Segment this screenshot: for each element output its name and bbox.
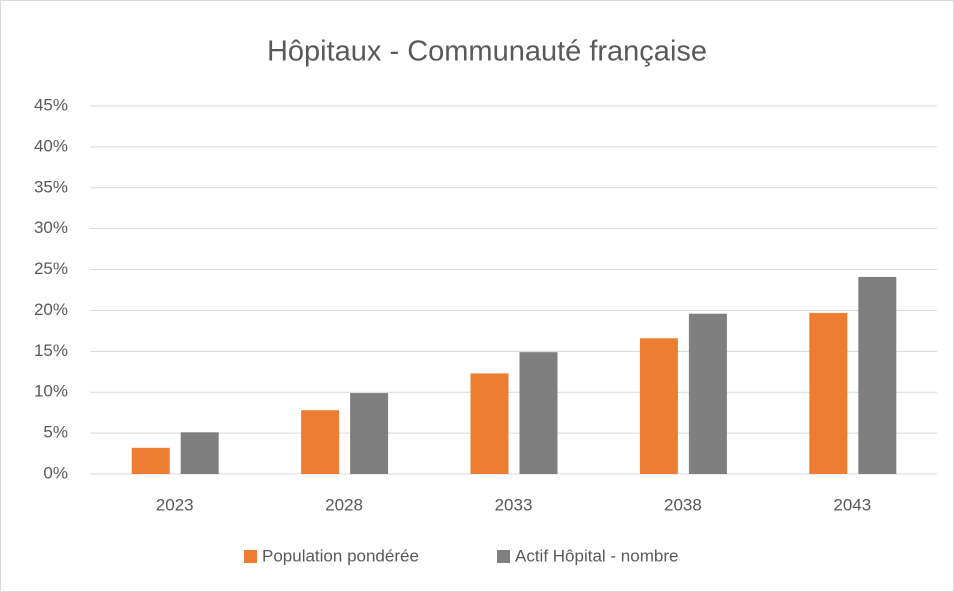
y-tick-label: 5%: [43, 423, 68, 442]
legend-label: Population pondérée: [262, 546, 419, 565]
bar: [858, 276, 897, 474]
legend-swatch: [244, 550, 257, 563]
legend-swatch: [497, 550, 510, 563]
chart-title: Hôpitaux - Communauté française: [267, 36, 707, 68]
bar: [470, 373, 509, 474]
bar: [809, 312, 848, 474]
x-tick-label: 2028: [325, 495, 363, 514]
y-tick-label: 20%: [34, 300, 68, 319]
y-tick-label: 10%: [34, 382, 68, 401]
y-tick-label: 15%: [34, 341, 68, 360]
bar: [639, 338, 678, 474]
x-tick-label: 2043: [833, 495, 871, 514]
y-tick-label: 45%: [34, 95, 68, 114]
bar: [350, 393, 389, 474]
x-tick-label: 2033: [495, 495, 533, 514]
bar: [519, 352, 558, 474]
y-tick-label: 30%: [34, 218, 68, 237]
y-tick-label: 35%: [34, 177, 68, 196]
bar: [688, 313, 727, 474]
x-tick-label: 2023: [156, 495, 194, 514]
y-tick-label: 25%: [34, 259, 68, 278]
bar: [131, 447, 170, 474]
y-tick-label: 40%: [34, 136, 68, 155]
bar: [301, 410, 340, 474]
legend-label: Actif Hôpital - nombre: [515, 546, 678, 565]
bar: [180, 432, 219, 474]
y-tick-label: 0%: [43, 463, 68, 482]
x-tick-label: 2038: [664, 495, 702, 514]
